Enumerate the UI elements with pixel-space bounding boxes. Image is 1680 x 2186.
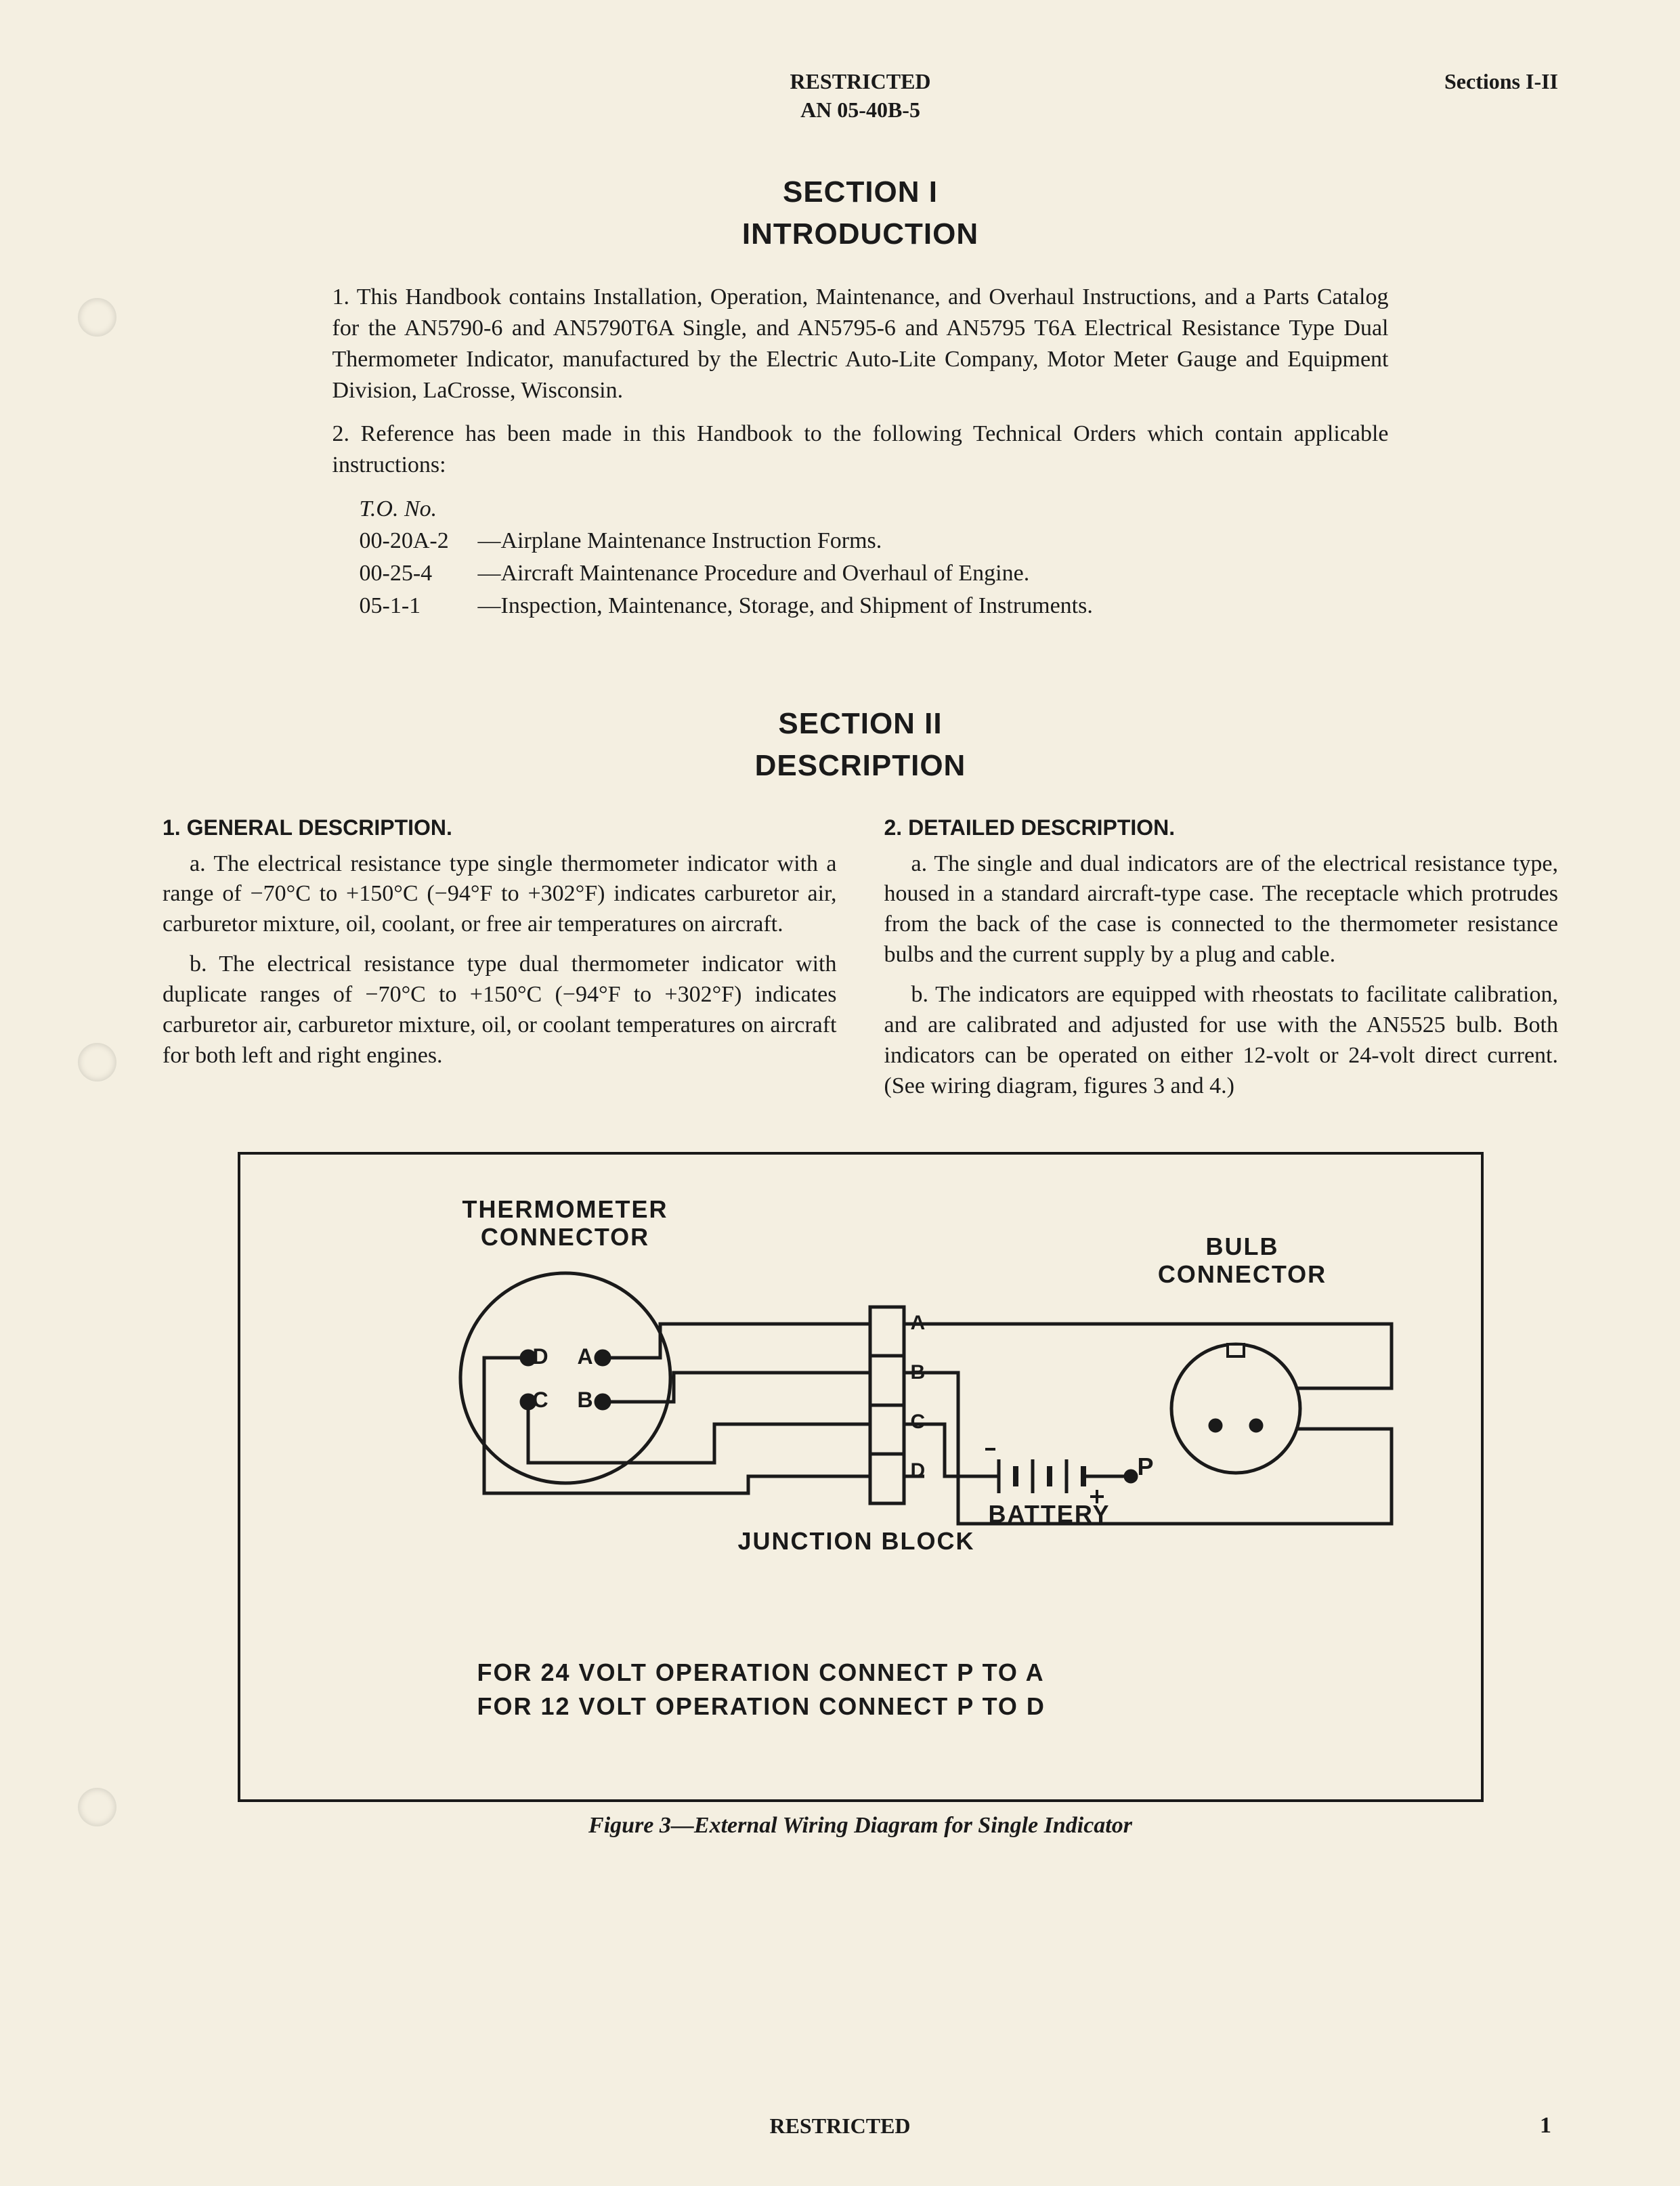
header-sections-label: Sections I-II	[1444, 68, 1558, 96]
label-battery: BATTERY	[975, 1500, 1124, 1528]
section-2-title: SECTION II DESCRIPTION	[163, 703, 1558, 786]
to-item: 05-1-1 —Inspection, Maintenance, Storage…	[360, 590, 1389, 622]
label-junction-block: JUNCTION BLOCK	[714, 1527, 999, 1555]
to-desc: —Airplane Maintenance Instruction Forms.	[478, 525, 882, 557]
header-doc-number: AN 05-40B-5	[163, 96, 1558, 125]
binder-hole	[78, 1788, 116, 1826]
label-thermometer-connector: THERMOMETER CONNECTOR	[450, 1195, 681, 1251]
label-pin-a: A	[578, 1344, 595, 1369]
detailed-desc-b: b. The indicators are equipped with rheo…	[884, 980, 1559, 1102]
section-1-para-1: 1. This Handbook contains Installation, …	[332, 282, 1389, 406]
section-2-title-line2: DESCRIPTION	[163, 745, 1558, 787]
section-2-left-column: 1. GENERAL DESCRIPTION. a. The electrica…	[163, 813, 837, 1111]
section-2-right-column: 2. DETAILED DESCRIPTION. a. The single a…	[884, 813, 1559, 1111]
technical-orders-list: T.O. No. 00-20A-2 —Airplane Maintenance …	[360, 493, 1389, 622]
section-1-title: SECTION I INTRODUCTION	[163, 171, 1558, 255]
detailed-desc-a: a. The single and dual indicators are of…	[884, 849, 1559, 971]
label-pin-d: D	[533, 1344, 550, 1369]
to-header: T.O. No.	[360, 493, 1389, 526]
figure-3: THERMOMETER CONNECTOR BULB CONNECTOR JUN…	[238, 1152, 1484, 1839]
to-desc: —Aircraft Maintenance Procedure and Over…	[478, 557, 1030, 590]
section-1-para-2: 2. Reference has been made in this Handb…	[332, 419, 1389, 481]
note-12v: FOR 12 VOLT OPERATION CONNECT P TO D	[477, 1690, 1046, 1723]
label-p: P	[1138, 1453, 1155, 1480]
header-classification: RESTRICTED	[163, 68, 1558, 96]
section-1-title-line2: INTRODUCTION	[163, 213, 1558, 255]
to-number: 00-25-4	[360, 557, 478, 590]
to-desc: —Inspection, Maintenance, Storage, and S…	[478, 590, 1093, 622]
section-1-body: 1. This Handbook contains Installation, …	[332, 282, 1389, 622]
wiring-diagram: THERMOMETER CONNECTOR BULB CONNECTOR JUN…	[238, 1152, 1484, 1802]
page-number: 1	[1540, 2113, 1551, 2139]
label-bulb-connector: BULB CONNECTOR	[1134, 1233, 1351, 1289]
label-jb-a: A	[911, 1312, 927, 1335]
section-1-title-line1: SECTION I	[163, 171, 1558, 213]
binder-hole	[78, 298, 116, 337]
label-pin-b: B	[578, 1388, 595, 1413]
to-number: 00-20A-2	[360, 525, 478, 557]
label-jb-c: C	[911, 1411, 927, 1434]
general-desc-b: b. The electrical resistance type dual t…	[163, 949, 837, 1071]
footer-classification: RESTRICTED	[0, 2114, 1680, 2139]
binder-hole	[78, 1043, 116, 1081]
label-jb-b: B	[911, 1361, 927, 1385]
note-24v: FOR 24 VOLT OPERATION CONNECT P TO A	[477, 1656, 1045, 1690]
page-header: RESTRICTED AN 05-40B-5 Sections I-II	[163, 68, 1558, 124]
figure-3-caption: Figure 3—External Wiring Diagram for Sin…	[238, 1813, 1484, 1839]
section-2-title-line1: SECTION II	[163, 703, 1558, 745]
label-pin-c: C	[533, 1388, 550, 1413]
section-2-body: 1. GENERAL DESCRIPTION. a. The electrica…	[163, 813, 1558, 1111]
general-desc-a: a. The electrical resistance type single…	[163, 849, 837, 941]
detailed-description-heading: 2. DETAILED DESCRIPTION.	[884, 813, 1559, 842]
to-item: 00-25-4 —Aircraft Maintenance Procedure …	[360, 557, 1389, 590]
to-number: 05-1-1	[360, 590, 478, 622]
label-jb-d: D	[911, 1459, 927, 1483]
to-item: 00-20A-2 —Airplane Maintenance Instructi…	[360, 525, 1389, 557]
general-description-heading: 1. GENERAL DESCRIPTION.	[163, 813, 837, 842]
page: RESTRICTED AN 05-40B-5 Sections I-II SEC…	[0, 0, 1680, 2186]
